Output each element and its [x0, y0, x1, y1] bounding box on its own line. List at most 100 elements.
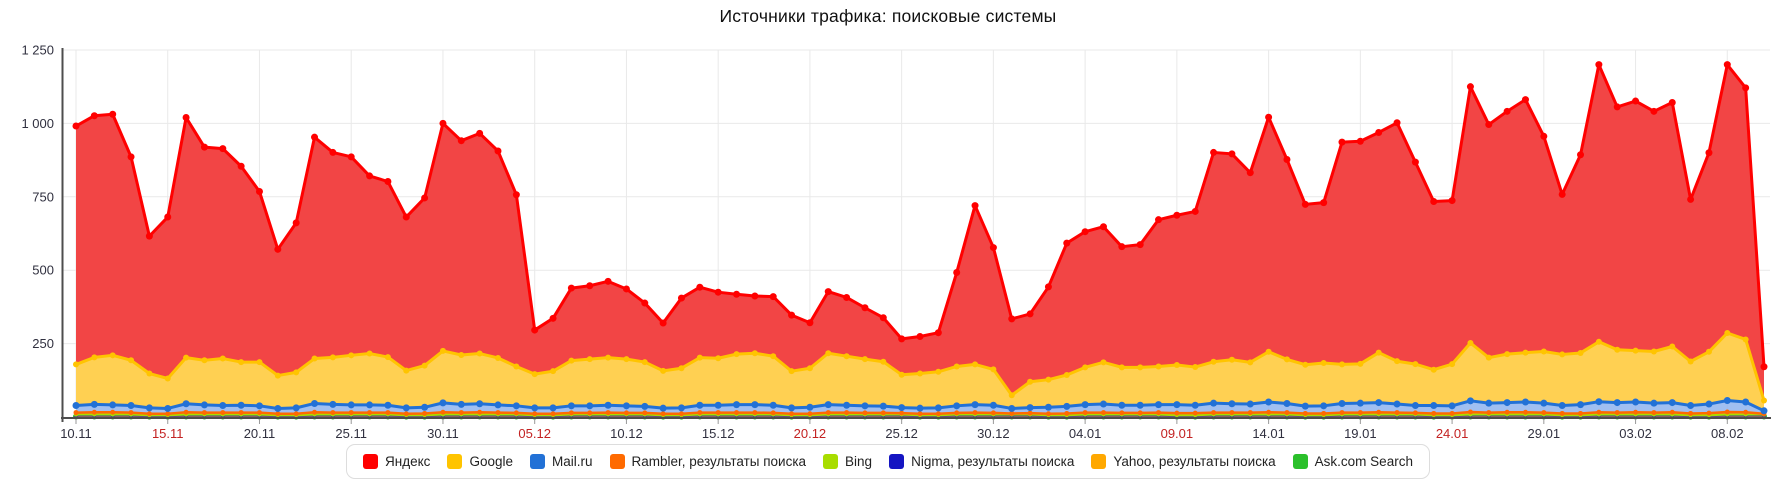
data-point-marker[interactable] [1009, 410, 1015, 416]
data-point-marker[interactable] [200, 143, 208, 151]
data-point-marker[interactable] [1375, 349, 1382, 356]
data-point-marker[interactable] [1742, 84, 1750, 92]
data-point-marker[interactable] [182, 400, 190, 408]
data-point-marker[interactable] [1521, 398, 1529, 406]
legend-item-3[interactable]: Mail.ru [529, 454, 593, 469]
data-point-marker[interactable] [110, 409, 116, 415]
data-point-marker[interactable] [1650, 399, 1658, 407]
data-point-marker[interactable] [457, 137, 465, 145]
data-point-marker[interactable] [806, 365, 813, 372]
data-point-marker[interactable] [513, 363, 520, 370]
data-point-marker[interactable] [1100, 359, 1107, 366]
data-point-marker[interactable] [183, 409, 189, 415]
data-point-marker[interactable] [1632, 347, 1639, 354]
data-point-marker[interactable] [1174, 410, 1180, 416]
data-point-marker[interactable] [1577, 401, 1585, 409]
data-point-marker[interactable] [1283, 155, 1291, 163]
data-point-marker[interactable] [183, 354, 190, 361]
data-point-marker[interactable] [990, 410, 996, 416]
data-point-marker[interactable] [1211, 410, 1217, 416]
data-point-marker[interactable] [1540, 348, 1547, 355]
data-point-marker[interactable] [953, 363, 960, 370]
data-point-marker[interactable] [182, 113, 190, 121]
data-point-marker[interactable] [476, 350, 483, 357]
data-point-marker[interactable] [989, 244, 997, 252]
data-point-marker[interactable] [1595, 398, 1603, 406]
data-point-marker[interactable] [347, 153, 355, 161]
data-point-marker[interactable] [1302, 361, 1309, 368]
data-point-marker[interactable] [73, 361, 79, 368]
data-point-marker[interactable] [1650, 348, 1657, 355]
data-point-marker[interactable] [1266, 409, 1272, 415]
data-point-marker[interactable] [128, 410, 134, 416]
data-point-marker[interactable] [1687, 358, 1694, 365]
data-point-marker[interactable] [1595, 338, 1602, 345]
data-point-marker[interactable] [1137, 410, 1143, 416]
data-point-marker[interactable] [384, 178, 392, 186]
data-point-marker[interactable] [1705, 149, 1713, 157]
data-point-marker[interactable] [1265, 113, 1273, 121]
data-point-marker[interactable] [1284, 410, 1290, 416]
data-point-marker[interactable] [1485, 121, 1493, 129]
data-point-marker[interactable] [1320, 359, 1327, 366]
data-point-marker[interactable] [348, 352, 355, 359]
data-point-marker[interactable] [219, 402, 227, 410]
data-point-marker[interactable] [385, 410, 391, 416]
data-point-marker[interactable] [1761, 397, 1767, 404]
data-point-marker[interactable] [164, 375, 171, 382]
data-point-marker[interactable] [1466, 83, 1474, 91]
data-point-marker[interactable] [641, 299, 649, 307]
data-point-marker[interactable] [935, 368, 942, 375]
data-point-marker[interactable] [477, 409, 483, 415]
data-point-marker[interactable] [329, 400, 337, 408]
data-point-marker[interactable] [1155, 363, 1162, 370]
data-point-marker[interactable] [1045, 376, 1052, 383]
data-point-marker[interactable] [1192, 364, 1199, 371]
data-point-marker[interactable] [1448, 402, 1456, 410]
data-point-marker[interactable] [1302, 410, 1308, 416]
data-point-marker[interactable] [1045, 411, 1051, 417]
data-point-marker[interactable] [1485, 399, 1493, 407]
data-point-marker[interactable] [494, 147, 502, 155]
data-point-marker[interactable] [677, 294, 685, 302]
data-point-marker[interactable] [769, 401, 777, 409]
data-point-marker[interactable] [311, 355, 318, 362]
data-point-marker[interactable] [274, 245, 282, 253]
data-point-marker[interactable] [512, 191, 520, 199]
legend-item-7[interactable]: Yahoo, результаты поиска [1091, 454, 1276, 469]
data-point-marker[interactable] [788, 368, 795, 375]
data-point-marker[interactable] [604, 277, 612, 285]
data-point-marker[interactable] [439, 399, 447, 407]
data-point-marker[interactable] [788, 311, 796, 319]
legend-item-8[interactable]: Ask.com Search [1292, 454, 1413, 469]
data-point-marker[interactable] [1246, 400, 1254, 408]
data-point-marker[interactable] [696, 401, 704, 409]
data-point-marker[interactable] [825, 350, 832, 357]
data-point-marker[interactable] [788, 404, 796, 412]
data-point-marker[interactable] [861, 304, 869, 312]
data-point-marker[interactable] [990, 366, 997, 373]
data-point-marker[interactable] [659, 404, 667, 412]
data-point-marker[interactable] [73, 410, 79, 416]
data-point-marker[interactable] [714, 401, 722, 409]
data-point-marker[interactable] [439, 119, 447, 127]
data-point-marker[interactable] [1669, 343, 1676, 350]
data-point-marker[interactable] [1339, 361, 1345, 368]
data-point-marker[interactable] [1338, 138, 1346, 146]
data-point-marker[interactable] [347, 401, 355, 409]
data-point-marker[interactable] [109, 352, 116, 359]
data-point-marker[interactable] [145, 232, 153, 240]
data-point-marker[interactable] [1044, 403, 1052, 411]
data-point-marker[interactable] [971, 202, 979, 210]
data-point-marker[interactable] [165, 411, 171, 417]
data-point-marker[interactable] [1467, 409, 1473, 415]
data-point-marker[interactable] [439, 347, 446, 354]
data-point-marker[interactable] [531, 326, 539, 334]
data-point-marker[interactable] [1008, 392, 1015, 399]
data-point-marker[interactable] [677, 404, 685, 412]
data-point-marker[interactable] [1467, 339, 1474, 346]
data-point-marker[interactable] [623, 356, 630, 363]
data-point-marker[interactable] [880, 410, 886, 416]
data-point-marker[interactable] [1393, 119, 1401, 127]
